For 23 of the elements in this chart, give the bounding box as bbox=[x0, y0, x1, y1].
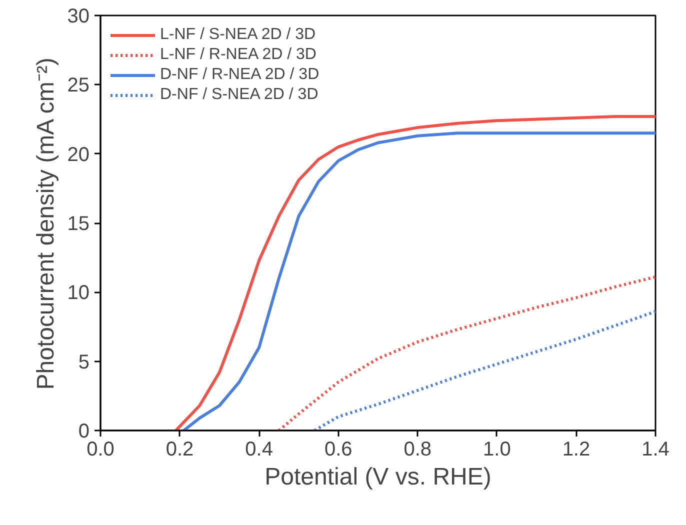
x-tick-label: 0.2 bbox=[166, 438, 194, 460]
y-tick-label: 25 bbox=[67, 74, 90, 97]
y-tick-label: 20 bbox=[67, 144, 90, 166]
line-series bbox=[277, 275, 656, 430]
x-tick-label: 0.4 bbox=[245, 438, 273, 460]
y-tick-label: 15 bbox=[67, 213, 90, 235]
x-tick-label: 0.0 bbox=[86, 438, 114, 460]
x-tick-label: 0.6 bbox=[324, 438, 352, 460]
y-tick-label: 5 bbox=[78, 351, 90, 374]
y-tick-label: 10 bbox=[67, 282, 90, 304]
legend-label: D-NF / R-NEA 2D / 3D bbox=[160, 66, 320, 84]
line-series bbox=[313, 310, 656, 430]
x-tick-label: 1.0 bbox=[483, 438, 511, 460]
legend-label: L-NF / S-NEA 2D / 3D bbox=[160, 26, 316, 44]
legend-label: L-NF / R-NEA 2D / 3D bbox=[160, 46, 316, 64]
y-axis-title: Photocurrent density (mA cm⁻²) bbox=[32, 58, 60, 390]
x-tick-label: 1.4 bbox=[642, 438, 670, 460]
x-tick-label: 1.2 bbox=[562, 438, 590, 460]
legend-label: D-NF / S-NEA 2D / 3D bbox=[160, 86, 318, 104]
x-axis-title: Potential (V vs. RHE) bbox=[264, 464, 492, 490]
x-tick-label: 0.8 bbox=[404, 438, 432, 460]
y-tick-label: 30 bbox=[67, 6, 90, 28]
y-tick-label: 0 bbox=[78, 420, 90, 442]
